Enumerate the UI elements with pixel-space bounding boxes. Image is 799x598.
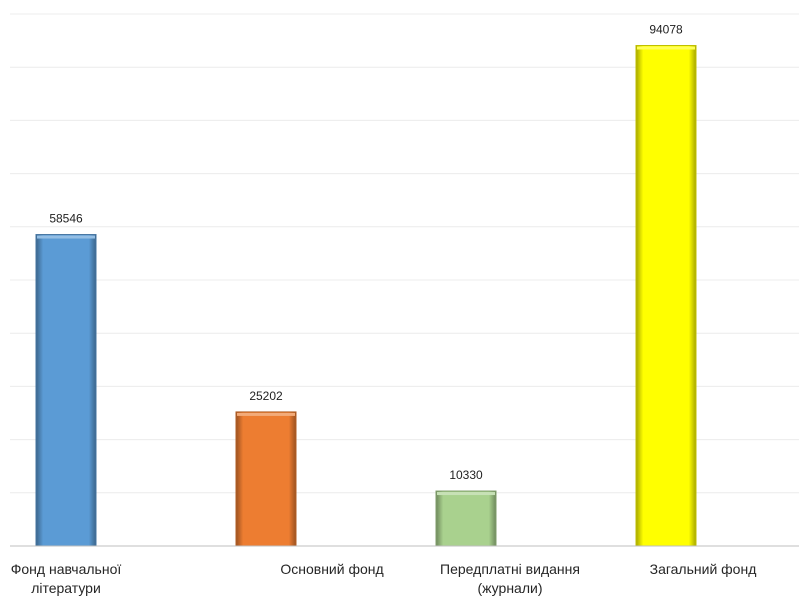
data-labels: 58546 25202 10330 94078: [49, 23, 683, 483]
bar: [635, 45, 697, 547]
category-label: Фонд навчальної: [11, 561, 122, 577]
bar: [35, 234, 97, 547]
data-label: 10330: [449, 468, 483, 482]
data-label: 94078: [649, 23, 683, 37]
data-label: 58546: [49, 212, 83, 226]
data-label: 25202: [249, 389, 283, 403]
category-label: (журнали): [478, 580, 543, 596]
gridlines: [10, 13, 799, 494]
category-label: літератури: [31, 580, 101, 596]
bar: [435, 490, 497, 547]
bar-bevel: [437, 492, 495, 496]
bars: [35, 45, 697, 547]
category-label: Основний фонд: [280, 561, 383, 577]
category-label: Передплатні видання: [440, 561, 580, 577]
category-labels: Фонд навчальної літератури Основний фонд Пе…: [11, 561, 757, 596]
bar-bevel: [37, 235, 95, 239]
bar: [235, 411, 297, 547]
bar-bevel: [237, 412, 295, 416]
bar-bevel: [637, 46, 695, 50]
category-label: Загальний фонд: [650, 561, 757, 577]
